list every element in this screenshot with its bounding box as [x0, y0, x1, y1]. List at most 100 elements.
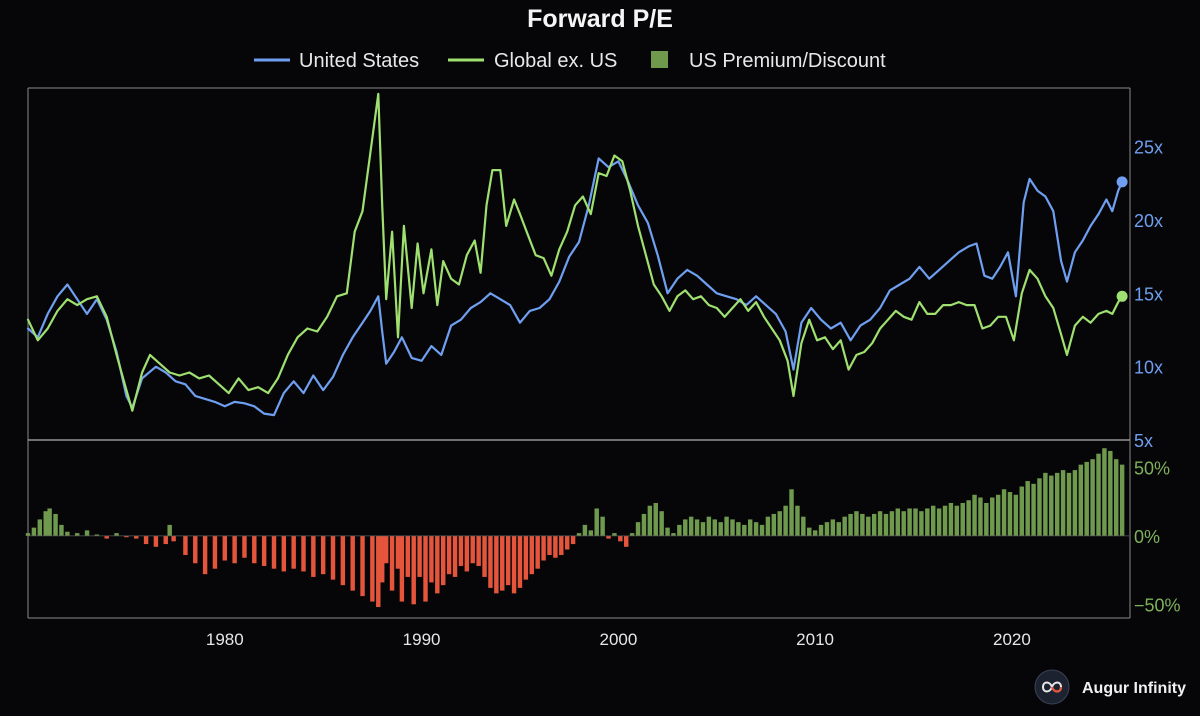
premium-bar-20 — [183, 535, 188, 556]
premium-bar-42 — [383, 535, 389, 564]
premium-bar-160 — [1078, 464, 1084, 536]
premium-bar-12 — [114, 533, 119, 536]
premium-bar-58 — [476, 535, 481, 566]
premium-bar-98 — [712, 519, 717, 536]
premium-bar-106 — [759, 524, 765, 536]
premium-bar-6 — [59, 524, 64, 536]
premium-bar-165 — [1108, 450, 1113, 536]
premium-bar-89 — [659, 511, 664, 536]
premium-bar-94 — [688, 516, 694, 536]
legend-item-united-states[interactable]: United States — [254, 50, 419, 72]
x-tick-label: 1980 — [206, 630, 244, 649]
premium-bar-17 — [163, 535, 168, 545]
premium-bar-166 — [1114, 459, 1119, 536]
premium-bar-119 — [836, 522, 841, 536]
premium-bar-102 — [736, 522, 741, 536]
premium-bar-149 — [1013, 494, 1019, 536]
legend-item-us-premium-discount[interactable]: US Premium/Discount — [651, 50, 886, 72]
premium-bar-113 — [801, 516, 806, 536]
panel-frames — [27, 87, 1131, 619]
bottom-y-tick-label: 50% — [1134, 458, 1170, 478]
premium-bar-72 — [559, 535, 564, 556]
augur-infinity-logo: Augur Infinity — [1034, 669, 1186, 705]
premium-bar-4 — [47, 508, 52, 536]
premium-bar-36 — [340, 535, 346, 586]
premium-bar-69 — [541, 535, 546, 561]
premium-bar-148 — [1007, 492, 1013, 536]
premium-bar-34 — [320, 535, 326, 575]
premium-bar-65 — [517, 535, 523, 588]
premium-bar-109 — [777, 511, 782, 536]
premium-bar-63 — [505, 535, 511, 586]
premium-bar-104 — [747, 519, 753, 536]
premium-bar-138 — [948, 502, 954, 536]
premium-bar-59 — [482, 535, 487, 577]
premium-bar-68 — [535, 535, 540, 569]
premium-bar-156 — [1054, 472, 1060, 536]
premium-bar-0 — [25, 533, 31, 536]
premium-bar-118 — [830, 519, 836, 536]
premium-bar-30 — [281, 535, 287, 572]
premium-bar-161 — [1084, 461, 1089, 536]
premium-bar-108 — [771, 513, 777, 536]
premium-bar-39 — [370, 535, 375, 602]
brand-name: Augur Infinity — [1082, 680, 1186, 697]
premium-bar-32 — [301, 535, 306, 572]
x-tick-label: 2020 — [993, 630, 1031, 649]
premium-bar-78 — [594, 508, 599, 536]
premium-bar-115 — [812, 530, 818, 536]
premium-bar-157 — [1060, 470, 1066, 536]
premium-bar-18 — [167, 524, 172, 536]
premium-bar-2 — [37, 519, 43, 536]
premium-bar-21 — [193, 535, 198, 564]
premium-bar-101 — [730, 519, 735, 536]
premium-bar-79 — [600, 516, 605, 536]
premium-bar-130 — [901, 511, 906, 536]
premium-bar-67 — [529, 535, 534, 575]
premium-bar-54 — [452, 535, 458, 577]
premium-bar-3 — [43, 511, 48, 536]
premium-bar-158 — [1066, 472, 1072, 536]
premium-bar-25 — [232, 535, 237, 564]
legend-item-global-ex-us[interactable]: Global ex. US — [448, 50, 617, 72]
premium-bar-100 — [724, 516, 729, 536]
legend-label-us-premium-discount: US Premium/Discount — [689, 50, 886, 72]
premium-bar-107 — [765, 516, 771, 536]
x-tick-label: 1990 — [403, 630, 441, 649]
premium-bar-13 — [124, 535, 129, 538]
premium-bar-43 — [389, 535, 395, 591]
premium-bar-66 — [523, 535, 529, 580]
premium-bar-52 — [441, 535, 446, 586]
premium-bar-87 — [647, 505, 653, 536]
premium-bar-64 — [511, 535, 517, 594]
premium-bar-95 — [694, 519, 700, 536]
line-united-states — [26, 157, 1124, 417]
premium-bar-60 — [488, 535, 493, 588]
line-global-ex-us — [26, 92, 1124, 412]
premium-bar-103 — [742, 524, 747, 536]
premium-bar-146 — [995, 494, 1001, 536]
premium-bar-22 — [202, 535, 208, 575]
premium-bar-74 — [570, 535, 576, 545]
premium-bar-114 — [807, 527, 812, 536]
premium-bar-7 — [65, 531, 70, 536]
top-y-tick-label: 15x — [1134, 284, 1163, 304]
premium-bar-19 — [171, 535, 176, 542]
premium-bar-27 — [252, 535, 257, 564]
bottom-y-axis-ticks: 50% 0% −50% — [1134, 458, 1181, 615]
premium-bar-137 — [942, 505, 948, 536]
premium-bar-33 — [311, 535, 316, 577]
premium-bar-142 — [972, 494, 977, 536]
premium-bar-51 — [435, 535, 440, 594]
endpoint-united-states — [1116, 176, 1128, 188]
premium-bar-50 — [429, 535, 434, 583]
premium-bar-1 — [31, 527, 37, 536]
premium-bar-153 — [1037, 478, 1042, 536]
endpoint-global-ex-us — [1116, 290, 1128, 302]
premium-bar-44 — [395, 535, 401, 569]
premium-bar-144 — [984, 502, 989, 536]
premium-bar-82 — [618, 535, 623, 542]
premium-discount-bars — [25, 448, 1125, 608]
premium-bar-154 — [1043, 472, 1048, 536]
